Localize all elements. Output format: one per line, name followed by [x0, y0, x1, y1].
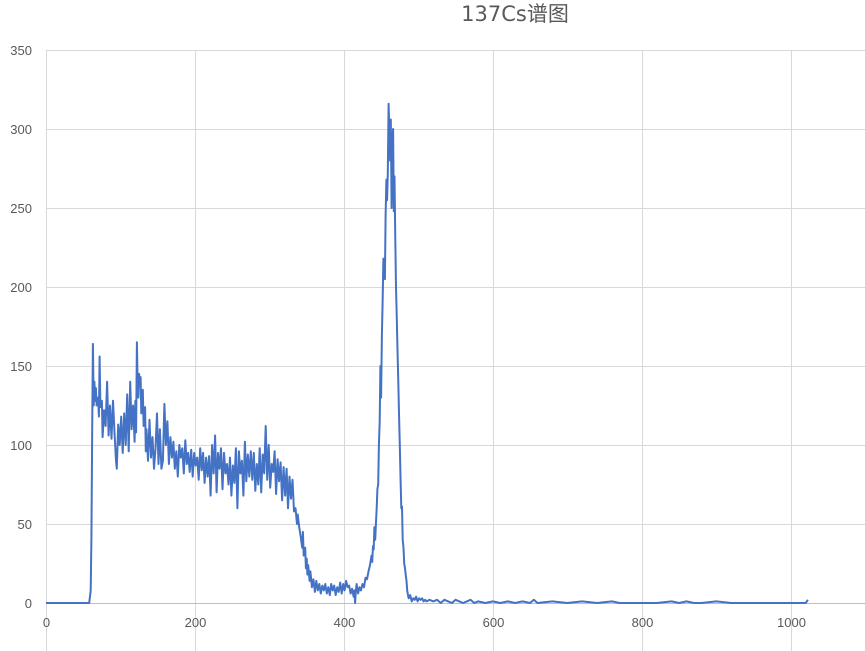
- x-tick-labels: 0 200 400 600 800 1000: [43, 615, 806, 630]
- series-layer: [46, 102, 809, 604]
- y-tick-label: 300: [10, 122, 32, 137]
- x-tick-label: 400: [334, 615, 356, 630]
- series-line: [46, 102, 809, 604]
- x-tick-label: 1000: [777, 615, 806, 630]
- x-gridlines: [46, 50, 792, 651]
- x-tick-label: 800: [632, 615, 654, 630]
- x-tick-label: 0: [43, 615, 50, 630]
- y-tick-labels: 0 50 100 150 200 250 300 350: [10, 43, 32, 611]
- chart-title: 137Cs谱图: [461, 2, 569, 26]
- y-tick-label: 250: [10, 201, 32, 216]
- y-tick-label: 0: [25, 596, 32, 611]
- x-tick-label: 600: [483, 615, 505, 630]
- y-tick-label: 150: [10, 359, 32, 374]
- y-tick-label: 100: [10, 438, 32, 453]
- y-gridlines: [46, 50, 865, 604]
- x-tick-label: 200: [185, 615, 207, 630]
- y-tick-label: 350: [10, 43, 32, 58]
- y-tick-label: 200: [10, 280, 32, 295]
- y-tick-label: 50: [18, 517, 32, 532]
